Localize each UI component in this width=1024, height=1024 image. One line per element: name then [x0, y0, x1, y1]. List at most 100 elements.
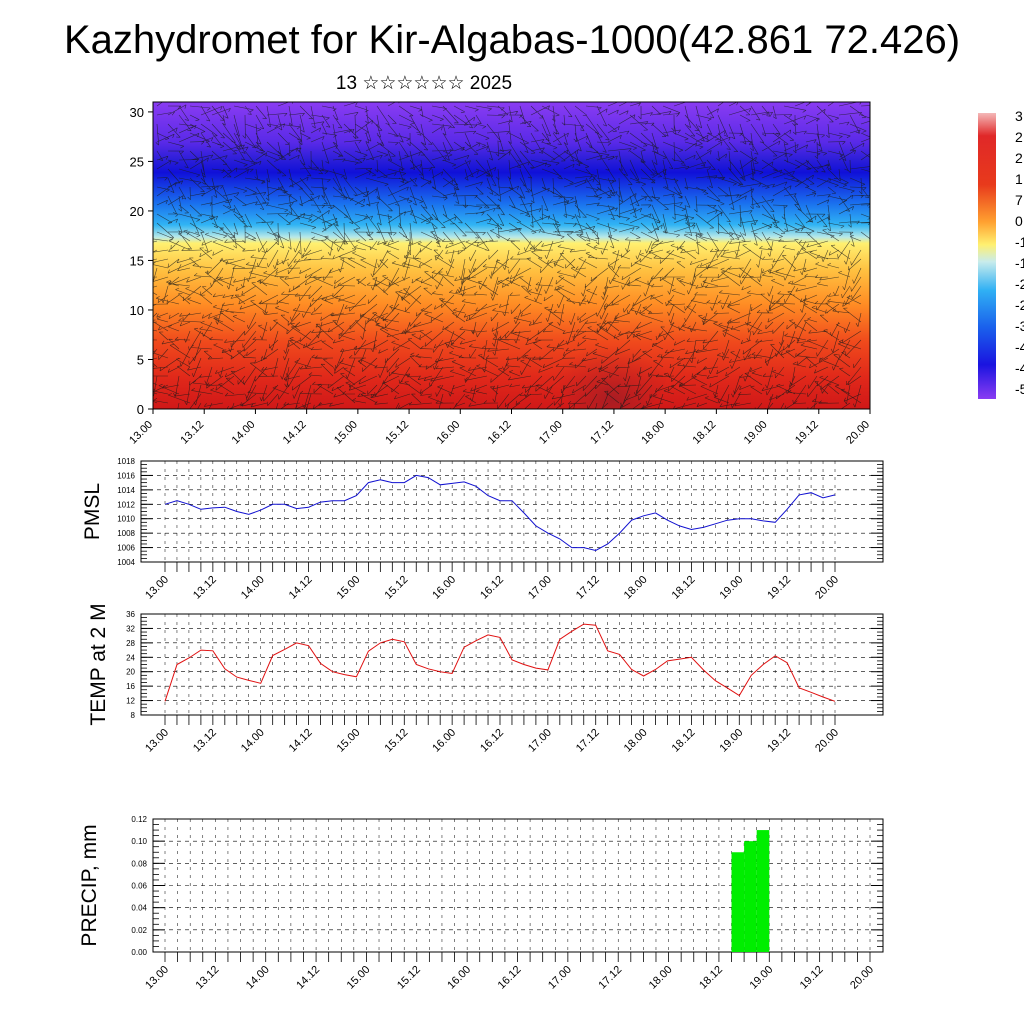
wind-vector-field: [153, 102, 870, 409]
colorbar-labels: 3 2 2 1 7 0 -1 -1 -2 -2 -3 -4 -4 -5: [1015, 108, 1024, 397]
x-tick-label: 19.00: [717, 574, 745, 602]
x-tick-label: 19.12: [798, 964, 826, 992]
plot-frame: [152, 818, 884, 953]
x-tick-label: 15.00: [332, 419, 360, 447]
x-tick-label: 19.00: [742, 419, 770, 447]
wind-vectors: [153, 102, 870, 409]
y-tick-label: 20: [130, 204, 144, 219]
x-tick-label: 20.00: [813, 574, 841, 602]
page-subtitle: 13 ☆☆☆☆☆☆ 2025: [335, 73, 513, 94]
x-tick-label: 18.00: [622, 727, 650, 755]
y-tick-label: 1012: [117, 500, 135, 509]
series-line: [164, 474, 836, 552]
y-tick-label: 0.02: [131, 926, 147, 935]
colorbar-label: -1: [1015, 234, 1024, 250]
y-tick-label: 24: [126, 653, 135, 662]
x-tick-label: 15.12: [382, 574, 410, 602]
y-tick-label: 36: [126, 610, 135, 619]
y-tick-label: 1018: [117, 457, 135, 466]
colorbar-label: 7: [1015, 192, 1023, 208]
x-tick-label: 19.00: [717, 727, 745, 755]
x-tick-label: 14.00: [244, 964, 272, 992]
x-tick-label: 15.12: [382, 727, 410, 755]
x-tick-label: 19.00: [747, 964, 775, 992]
x-tick-label: 20.00: [844, 419, 872, 447]
x-tick-label: 16.00: [434, 419, 462, 447]
x-tick-label: 19.12: [765, 727, 793, 755]
x-tick-label: 18.12: [697, 964, 725, 992]
temp-panel: 8 12 16 20 24 28 32 36 13.00 13.12 14.00 14.12 15.00…: [87, 603, 884, 755]
x-tick-label: 19.12: [765, 574, 793, 602]
y-tick-label: 0.12: [131, 815, 147, 824]
y-tick-label: 1008: [117, 529, 135, 538]
colorbar-label: -4: [1015, 339, 1024, 355]
x-tick-label: 14.12: [294, 964, 322, 992]
y-tick-label: 0.06: [131, 882, 147, 891]
x-tick-label: 15.12: [395, 964, 423, 992]
x-tick-label: 17.00: [526, 574, 554, 602]
y-tick-label: 8: [131, 711, 136, 720]
colorbar-label: -4: [1015, 360, 1024, 376]
y-tick-label: 0.00: [131, 948, 147, 957]
colorbar-label: 0: [1015, 213, 1023, 229]
x-tick-label: 15.00: [345, 964, 373, 992]
x-tick-label: 16.12: [478, 574, 506, 602]
x-tick-label: 13.12: [194, 964, 222, 992]
x-tick-label: 17.12: [574, 727, 602, 755]
colorbar-label: 2: [1015, 129, 1023, 145]
x-tick-label: 20.00: [848, 964, 876, 992]
y-tick-label: 5: [137, 352, 144, 367]
x-tick-label: 13.00: [143, 964, 171, 992]
x-tick-label: 14.00: [239, 727, 267, 755]
y-tick-label: 16: [126, 682, 135, 691]
x-tick-label: 17.00: [546, 964, 574, 992]
x-tick-label: 13.00: [143, 727, 171, 755]
y-tick-label: 32: [126, 624, 135, 633]
x-tick-label: 17.12: [596, 964, 624, 992]
warm-core: [557, 327, 667, 409]
colorbar-label: -5: [1015, 381, 1024, 397]
precip-bar: [731, 852, 745, 952]
colorbar-label: -2: [1015, 297, 1024, 313]
precip-bar: [756, 830, 770, 952]
y-tick-label: 1016: [117, 471, 135, 480]
series-line: [164, 623, 836, 702]
y-axis-label: PRECIP, mm: [78, 824, 101, 946]
y-tick-label: 0.04: [131, 904, 147, 913]
x-tick-label: 18.00: [639, 419, 667, 447]
cross-section-panel: 0 5 10 15 20 25 30 13.00 13.12 14.00 14.12 15.00 15.…: [127, 101, 872, 447]
y-tick-label: 1004: [117, 558, 135, 567]
y-tick-label: 28: [126, 639, 135, 648]
page-title: Kazhydromet for Kir-Algabas-1000(42.861 …: [63, 18, 961, 62]
x-tick-label: 18.12: [670, 727, 698, 755]
x-tick-label: 16.00: [430, 727, 458, 755]
x-tick-label: 16.12: [496, 964, 524, 992]
x-tick-label: 18.12: [670, 574, 698, 602]
y-tick-label: 12: [126, 697, 135, 706]
x-tick-label: 14.12: [287, 574, 315, 602]
y-tick-label: 1014: [117, 486, 135, 495]
x-tick-label: 17.12: [588, 419, 616, 447]
x-tick-label: 16.12: [486, 419, 514, 447]
x-tick-label: 14.12: [287, 727, 315, 755]
precip-panel: 0.00 0.02 0.04 0.06 0.08 0.10 0.12 13.00 13.12 14…: [78, 815, 884, 992]
x-tick-label: 15.12: [383, 419, 411, 447]
colorbar-label: -2: [1015, 276, 1024, 292]
x-tick-label: 16.00: [445, 964, 473, 992]
cross-section-field: [153, 102, 870, 409]
x-tick-label: 15.00: [335, 727, 363, 755]
y-tick-label: 20: [126, 668, 135, 677]
x-tick-label: 15.00: [335, 574, 363, 602]
y-tick-label: 0.10: [131, 837, 147, 846]
x-tick-label: 20.00: [813, 727, 841, 755]
pmsl-panel: 1004 1006 1008 1010 1012 1014 1016 1018 13.00 13.…: [81, 457, 884, 602]
colorbar-label: 1: [1015, 171, 1023, 187]
x-tick-label: 18.00: [622, 574, 650, 602]
x-tick-label: 17.12: [574, 574, 602, 602]
colorbar: 3 2 2 1 7 0 -1 -1 -2 -2 -3 -4 -4 -5: [978, 108, 1024, 399]
x-tick-label: 14.00: [230, 419, 258, 447]
x-tick-label: 16.00: [430, 574, 458, 602]
colorbar-label: -3: [1015, 318, 1024, 334]
colorbar-label: -1: [1015, 255, 1024, 271]
